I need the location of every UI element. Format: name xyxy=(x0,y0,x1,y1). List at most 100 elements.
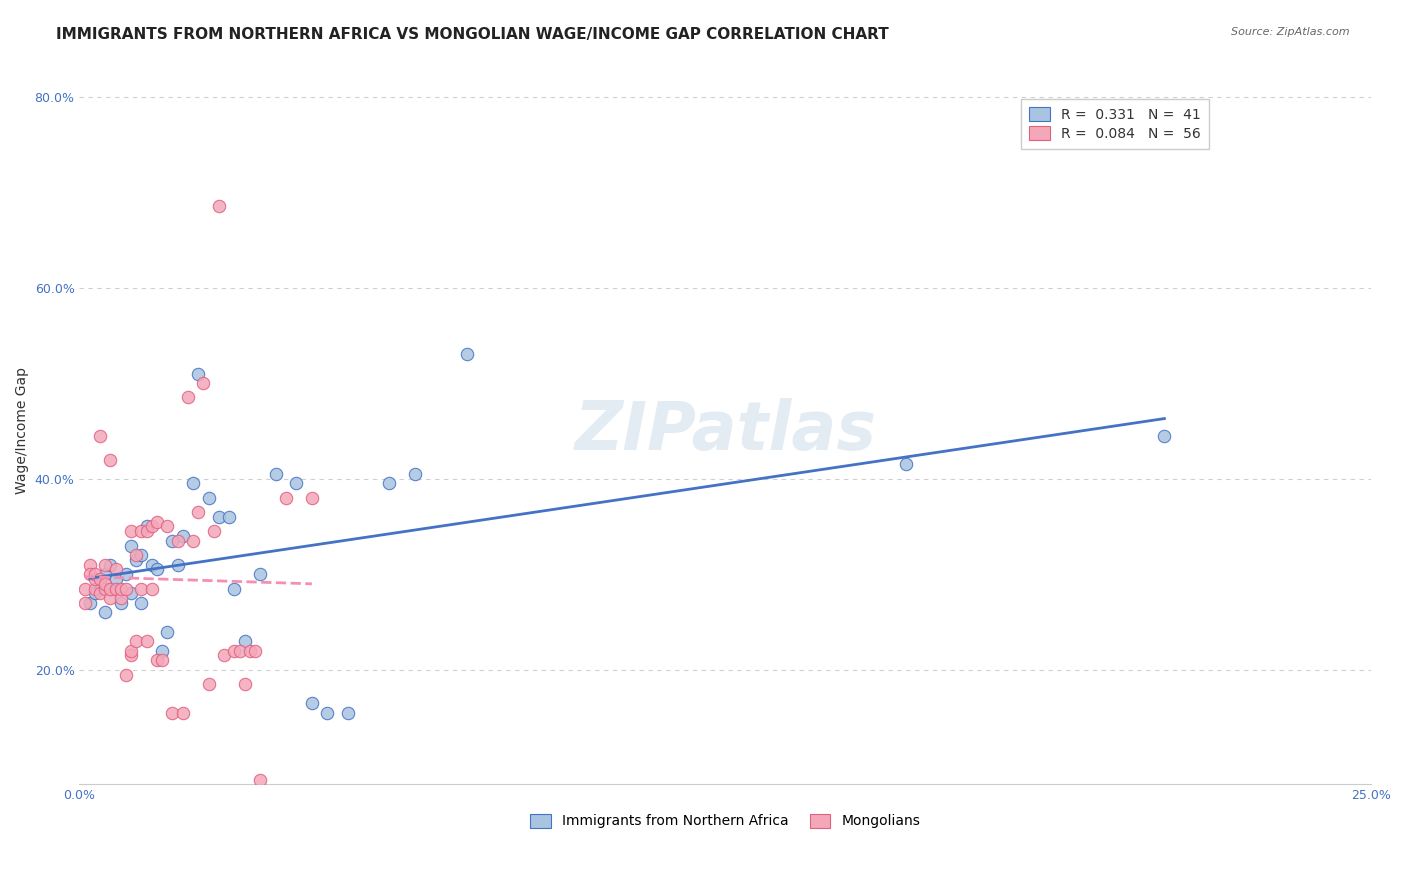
Point xyxy=(146,562,169,576)
Point xyxy=(84,572,107,586)
Point xyxy=(208,199,231,213)
Point xyxy=(243,643,266,657)
Point xyxy=(233,634,256,648)
Point xyxy=(197,491,219,505)
Point xyxy=(73,582,96,596)
Point xyxy=(239,643,262,657)
Point xyxy=(131,548,153,562)
Y-axis label: Wage/Income Gap: Wage/Income Gap xyxy=(15,368,30,494)
Point xyxy=(89,428,111,442)
Point xyxy=(115,567,138,582)
Point xyxy=(94,582,117,596)
Point xyxy=(100,452,122,467)
Point xyxy=(89,586,111,600)
Point xyxy=(104,572,127,586)
Point xyxy=(73,596,96,610)
Point xyxy=(162,706,184,720)
Point xyxy=(131,524,153,539)
Point xyxy=(84,582,107,596)
Point xyxy=(894,458,917,472)
Point xyxy=(233,677,256,691)
Point xyxy=(141,582,163,596)
Point xyxy=(456,347,478,361)
Point xyxy=(94,558,117,572)
Point xyxy=(274,491,297,505)
Point xyxy=(187,505,209,519)
Point xyxy=(84,567,107,582)
Point xyxy=(135,524,157,539)
Point xyxy=(131,582,153,596)
Point xyxy=(249,772,271,787)
Point xyxy=(104,562,127,576)
Point xyxy=(100,582,122,596)
Point xyxy=(378,476,401,491)
Point xyxy=(337,706,360,720)
Point xyxy=(100,591,122,606)
Point xyxy=(166,533,188,548)
Point xyxy=(181,476,204,491)
Point xyxy=(94,576,117,591)
Point xyxy=(135,634,157,648)
Point xyxy=(197,677,219,691)
Point xyxy=(181,533,204,548)
Point xyxy=(150,653,173,667)
Point xyxy=(120,643,142,657)
Point xyxy=(187,367,209,381)
Legend: Immigrants from Northern Africa, Mongolians: Immigrants from Northern Africa, Mongoli… xyxy=(524,808,927,834)
Point xyxy=(79,596,101,610)
Point xyxy=(202,524,225,539)
Point xyxy=(146,515,169,529)
Point xyxy=(131,596,153,610)
Point xyxy=(1153,428,1175,442)
Point xyxy=(224,643,246,657)
Point xyxy=(404,467,426,481)
Point xyxy=(177,391,200,405)
Point xyxy=(141,519,163,533)
Point xyxy=(84,586,107,600)
Point xyxy=(125,634,148,648)
Point xyxy=(162,533,184,548)
Point xyxy=(115,667,138,681)
Point xyxy=(94,606,117,620)
Point xyxy=(301,696,323,710)
Point xyxy=(208,509,231,524)
Point xyxy=(141,558,163,572)
Text: Source: ZipAtlas.com: Source: ZipAtlas.com xyxy=(1232,27,1350,37)
Point xyxy=(120,586,142,600)
Point xyxy=(249,567,271,582)
Text: IMMIGRANTS FROM NORTHERN AFRICA VS MONGOLIAN WAGE/INCOME GAP CORRELATION CHART: IMMIGRANTS FROM NORTHERN AFRICA VS MONGO… xyxy=(56,27,889,42)
Point xyxy=(135,519,157,533)
Point xyxy=(110,596,132,610)
Point xyxy=(100,582,122,596)
Point xyxy=(125,548,148,562)
Point xyxy=(150,643,173,657)
Point xyxy=(212,648,235,663)
Text: ZIPatlas: ZIPatlas xyxy=(574,398,876,464)
Point xyxy=(110,582,132,596)
Point xyxy=(224,582,246,596)
Point xyxy=(110,591,132,606)
Point xyxy=(120,524,142,539)
Point xyxy=(285,476,308,491)
Point xyxy=(104,582,127,596)
Point xyxy=(156,519,179,533)
Point xyxy=(218,509,240,524)
Point xyxy=(120,648,142,663)
Point xyxy=(166,558,188,572)
Point xyxy=(115,582,138,596)
Point xyxy=(79,567,101,582)
Point xyxy=(94,567,117,582)
Point xyxy=(89,576,111,591)
Point xyxy=(301,491,323,505)
Point xyxy=(316,706,339,720)
Point xyxy=(172,529,194,543)
Point xyxy=(146,653,169,667)
Point xyxy=(89,572,111,586)
Point xyxy=(125,553,148,567)
Point xyxy=(100,558,122,572)
Point xyxy=(120,539,142,553)
Point xyxy=(172,706,194,720)
Point xyxy=(193,376,215,391)
Point xyxy=(156,624,179,639)
Point xyxy=(79,558,101,572)
